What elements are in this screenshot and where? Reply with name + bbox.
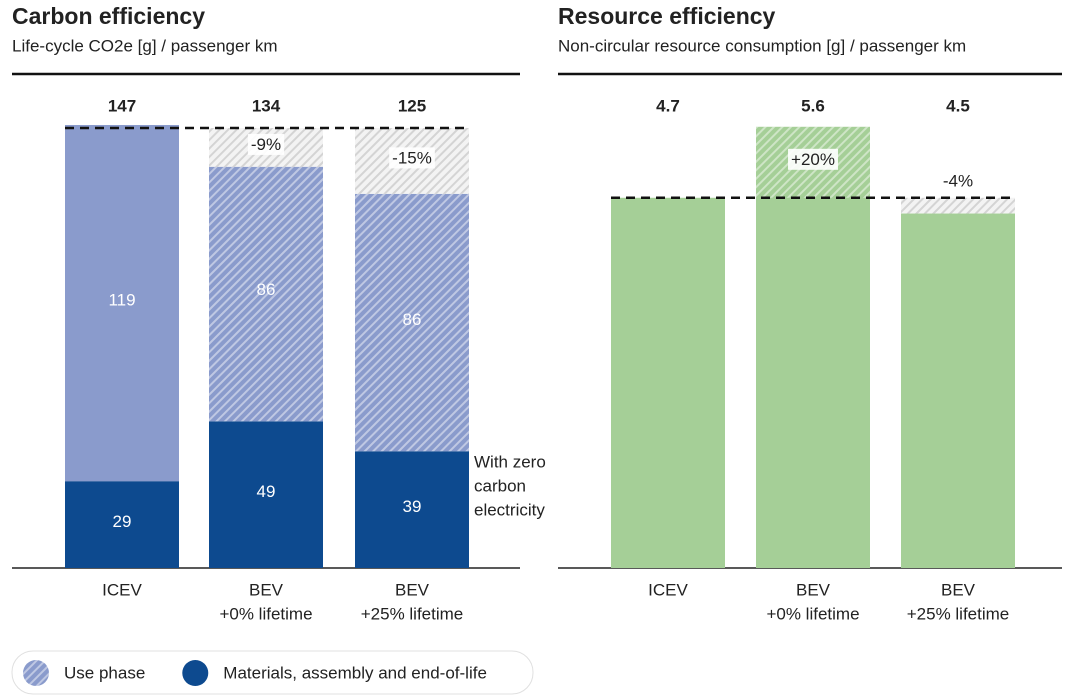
chart-subtitle: Life-cycle CO2e [g] / passenger km: [12, 36, 278, 55]
x-tick-label: BEV: [395, 580, 430, 599]
bar-segment: [355, 193, 469, 452]
chart-title: Resource efficiency: [558, 3, 776, 29]
x-tick-label: ICEV: [102, 580, 142, 599]
legend-swatch: [23, 660, 49, 686]
bar-segment: [209, 421, 323, 568]
segment-label: 86: [403, 310, 422, 329]
bar: [901, 213, 1015, 569]
legend-swatch: [182, 660, 209, 686]
segment-label: 29: [113, 512, 132, 531]
bar-segment: [209, 163, 323, 422]
bar: [756, 126, 870, 568]
segment-label: 49: [257, 482, 276, 501]
change-label: -15%: [392, 148, 432, 167]
segment-label: 39: [403, 497, 422, 516]
change-label-bg: [389, 147, 435, 169]
annotation: electricity: [474, 500, 545, 519]
x-tick-label: +0% lifetime: [219, 604, 312, 623]
annotation: With zero: [474, 452, 546, 471]
total-label: 134: [252, 96, 281, 115]
total-label: 5.6: [801, 96, 825, 115]
x-tick-label: +25% lifetime: [907, 604, 1010, 623]
x-tick-label: BEV: [796, 580, 831, 599]
x-tick-label: +25% lifetime: [361, 604, 464, 623]
x-tick-label: +0% lifetime: [766, 604, 859, 623]
bar: [611, 197, 725, 569]
annotation: carbon: [474, 476, 526, 495]
change-label: +20%: [791, 150, 835, 169]
x-tick-label: ICEV: [648, 580, 688, 599]
segment-label: 119: [108, 291, 135, 310]
segment-label: 86: [257, 280, 276, 299]
total-label: 4.7: [656, 96, 680, 115]
change-label: -4%: [943, 171, 973, 190]
legend-box: [11, 650, 534, 695]
bar-segment: [65, 481, 179, 568]
change-label-bg: [247, 133, 285, 155]
change-label-bg: [788, 148, 838, 170]
change-label: -9%: [251, 135, 281, 154]
chart-subtitle: Non-circular resource consumption [g] / …: [558, 36, 966, 55]
x-tick-label: BEV: [249, 580, 284, 599]
legend-label: Materials, assembly and end-of-life: [223, 663, 487, 682]
reduction: [901, 197, 1015, 214]
total-label: 147: [108, 96, 136, 115]
chart-title: Carbon efficiency: [12, 3, 205, 29]
bar-segment: [65, 124, 179, 482]
legend-label: Use phase: [64, 663, 145, 682]
change-label-bg: [939, 170, 977, 192]
bar-segment: [355, 451, 469, 568]
total-label: 125: [398, 96, 426, 115]
x-tick-label: BEV: [941, 580, 976, 599]
total-label: 4.5: [946, 96, 970, 115]
